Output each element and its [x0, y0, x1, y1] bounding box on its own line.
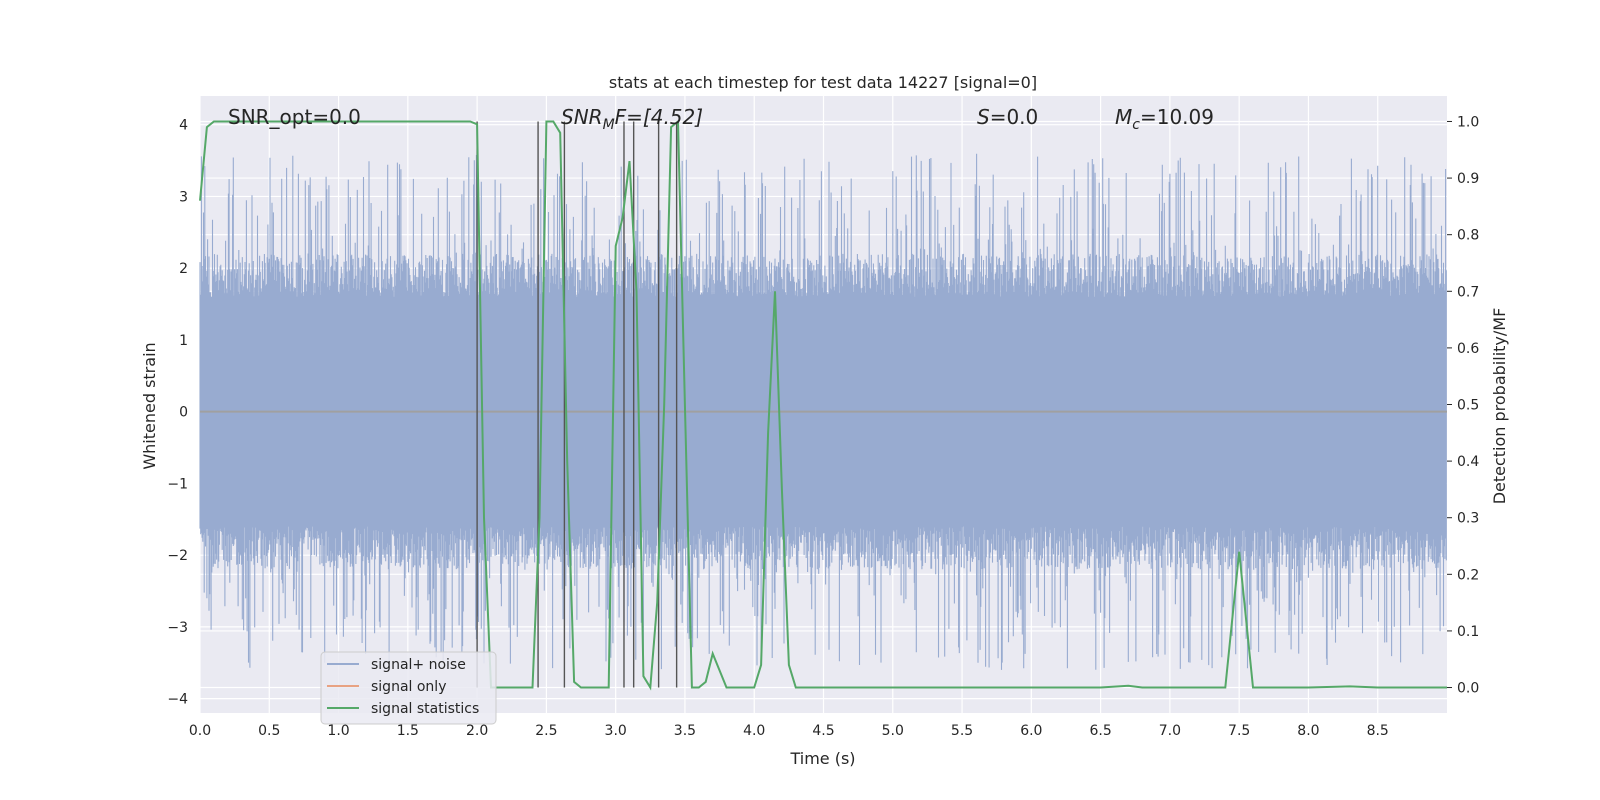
s-ital: S [977, 105, 990, 129]
y-left-tick-label: 4 [179, 118, 188, 134]
x-tick-label: 4.5 [812, 723, 834, 739]
annotation-snr-opt: SNR_opt=0.0 [228, 105, 361, 129]
y-right-tick-label: 0.2 [1457, 567, 1479, 583]
signal-statistics-series [199, 119, 1447, 691]
y-right-tick-label: 0.1 [1457, 624, 1479, 640]
y-left-tick-label: 1 [179, 333, 188, 349]
annotation-snr-mf: SNRMF=[4.52] [561, 105, 703, 133]
x-tick-label: 1.5 [397, 723, 419, 739]
x-tick-label: 7.0 [1159, 723, 1181, 739]
mc-sub: c [1132, 117, 1140, 133]
mc-ital: M [1115, 105, 1132, 129]
signal-noise-series [199, 153, 1447, 670]
y-right-tick-label: 0.3 [1457, 511, 1479, 527]
snr-mf-base: SNR [561, 105, 603, 129]
y-right-tick-labels: 1.0 0.9 0.8 0.7 0.6 0.5 0.4 0.3 0.2 0.1 0.0 [1447, 114, 1479, 697]
x-tick-labels: 0.0 0.5 1.0 1.5 2.0 2.5 3.0 3.5 4.0 4.5 5.0 5.5 6.0 6… [189, 723, 1389, 739]
y-left-tick-label: 2 [179, 261, 188, 277]
snr-mf-rest: F=[4.52] [615, 105, 703, 129]
x-tick-label: 5.0 [882, 723, 904, 739]
y-axis-label-left: Whitened strain [140, 342, 159, 469]
y-right-tick-label: 0.0 [1457, 681, 1479, 697]
y-left-tick-labels: 4 3 2 1 0 −1 −2 −3 −4 [167, 118, 188, 708]
annotation-mc: Mc=10.09 [1115, 105, 1214, 133]
x-tick-label: 0.5 [258, 723, 280, 739]
x-tick-label: 7.5 [1228, 723, 1250, 739]
x-tick-label: 8.0 [1297, 723, 1319, 739]
x-tick-label: 1.0 [327, 723, 349, 739]
x-tick-label: 2.5 [535, 723, 557, 739]
legend-box [320, 651, 497, 725]
y-right-tick-label: 0.6 [1457, 341, 1479, 357]
x-axis-label: Time (s) [789, 749, 855, 768]
legend-label-signal-only: signal only [371, 679, 446, 695]
y-right-tick-label: 0.7 [1457, 284, 1479, 300]
x-tick-label: 4.0 [743, 723, 765, 739]
x-tick-label: 3.0 [605, 723, 627, 739]
y-right-tick-label: 1.0 [1457, 114, 1479, 130]
y-right-tick-label: 0.8 [1457, 228, 1479, 244]
x-tick-label: 2.0 [466, 723, 488, 739]
y-left-tick-label: −2 [167, 548, 188, 564]
s-rest: =0.0 [990, 105, 1039, 129]
chart-title: stats at each timestep for test data 142… [609, 73, 1037, 92]
vertical-markers [476, 121, 678, 688]
y-right-tick-label: 0.9 [1457, 171, 1479, 187]
x-tick-label: 3.5 [674, 723, 696, 739]
legend-label-signal-statistics: signal statistics [371, 701, 479, 717]
x-tick-label: 5.5 [951, 723, 973, 739]
x-tick-label: 6.5 [1089, 723, 1111, 739]
legend: signal+ noise signal only signal statist… [320, 651, 497, 725]
signal-statistics-line [199, 119, 1447, 691]
x-tick-label: 0.0 [189, 723, 211, 739]
y-left-tick-label: 0 [179, 405, 188, 421]
y-left-tick-label: −4 [167, 692, 188, 708]
y-right-tick-label: 0.4 [1457, 454, 1479, 470]
y-axis-label-right: Detection probability/MF [1490, 308, 1509, 505]
snr-mf-sub: M [603, 117, 615, 133]
annotation-s: S=0.0 [977, 105, 1038, 129]
x-tick-label: 6.0 [1020, 723, 1042, 739]
y-right-tick-label: 0.5 [1457, 398, 1479, 414]
legend-label-signal-noise: signal+ noise [371, 657, 466, 673]
y-left-tick-label: 3 [179, 189, 188, 205]
y-left-tick-label: −1 [167, 476, 188, 492]
x-tick-label: 8.5 [1367, 723, 1389, 739]
y-left-tick-label: −3 [167, 620, 188, 636]
mc-rest: =10.09 [1140, 105, 1214, 129]
